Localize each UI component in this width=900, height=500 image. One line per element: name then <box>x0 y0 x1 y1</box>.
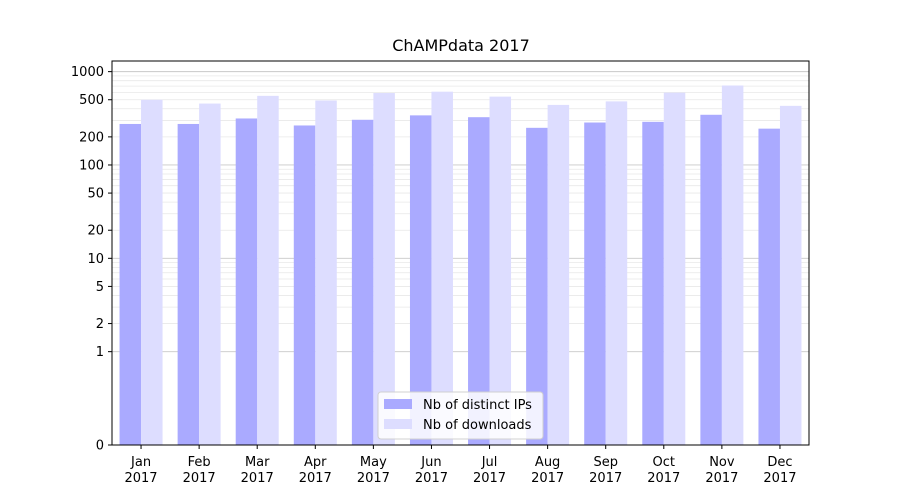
plot-frame <box>111 60 810 446</box>
legend-label: Nb of distinct IPs <box>423 398 532 413</box>
y-tick-label: 1000 <box>71 65 104 80</box>
bar-distinct-ips <box>526 127 548 445</box>
bar-downloads <box>547 104 570 446</box>
bar-downloads <box>663 92 686 445</box>
bar-downloads <box>257 95 279 446</box>
bar-distinct-ips <box>119 123 142 445</box>
x-tick-label: Aug 2017 <box>531 455 564 486</box>
y-tick-label: 500 <box>79 93 104 108</box>
x-tick-label: Jan 2017 <box>124 455 157 486</box>
bar-downloads <box>779 105 802 445</box>
y-tick-label: 50 <box>87 187 104 202</box>
x-tick-label: Apr 2017 <box>299 455 332 486</box>
grid-lines <box>112 71 809 353</box>
bar-downloads <box>373 93 395 445</box>
bar-distinct-ips <box>700 114 722 446</box>
y-tick-label: 10 <box>87 252 104 267</box>
x-tick-label: Dec 2017 <box>763 455 796 486</box>
bar-distinct-ips <box>177 123 200 445</box>
y-tick-label: 5 <box>96 280 104 295</box>
legend-swatch <box>384 399 412 409</box>
y-tick-label: 2 <box>96 317 104 332</box>
bar-distinct-ips <box>409 115 432 446</box>
bar-downloads <box>315 100 337 445</box>
y-tick-label: 200 <box>79 130 104 145</box>
y-tick-label: 0 <box>96 439 104 454</box>
x-tick-label: Jun 2017 <box>415 455 448 486</box>
legend-label: Nb of downloads <box>423 418 532 433</box>
bars <box>119 85 802 446</box>
x-tick-label: Sep 2017 <box>589 455 622 486</box>
bar-downloads <box>431 91 453 445</box>
bar-distinct-ips <box>642 121 664 445</box>
y-tick-label: 20 <box>87 224 104 239</box>
y-axis: 0 1 2 5 10 20 50 100 200 500 1000 <box>71 65 112 454</box>
x-tick-label: Oct 2017 <box>647 455 680 486</box>
bar-distinct-ips <box>468 117 490 445</box>
bar-distinct-ips <box>293 125 316 445</box>
x-tick-label: Feb 2017 <box>183 455 216 486</box>
bar-distinct-ips <box>235 118 258 446</box>
y-tick-label: 100 <box>79 158 104 173</box>
bar-distinct-ips <box>584 122 606 445</box>
bar-downloads <box>199 103 221 445</box>
chart-title: ChAMPdata 2017 <box>392 36 530 55</box>
bar-downloads <box>141 99 163 445</box>
bar-distinct-ips <box>758 128 780 446</box>
legend-swatch <box>384 419 412 429</box>
x-tick-label: Mar 2017 <box>241 455 274 486</box>
x-tick-label: May 2017 <box>357 455 390 486</box>
bar-downloads <box>721 85 744 445</box>
x-tick-label: Nov 2017 <box>705 455 738 486</box>
bar-downloads <box>605 101 628 446</box>
legend-box <box>377 391 544 440</box>
y-tick-label: 1 <box>96 345 104 360</box>
x-axis: Jan 2017 Feb 2017 Mar 2017 Apr 2017 May 2017 Jun 20… <box>124 445 797 486</box>
bar-distinct-ips <box>351 119 374 446</box>
x-tick-label: Jul 2017 <box>473 455 506 486</box>
bar-downloads <box>489 96 512 445</box>
legend: Nb of distinct IPs Nb of downloads <box>377 391 544 440</box>
